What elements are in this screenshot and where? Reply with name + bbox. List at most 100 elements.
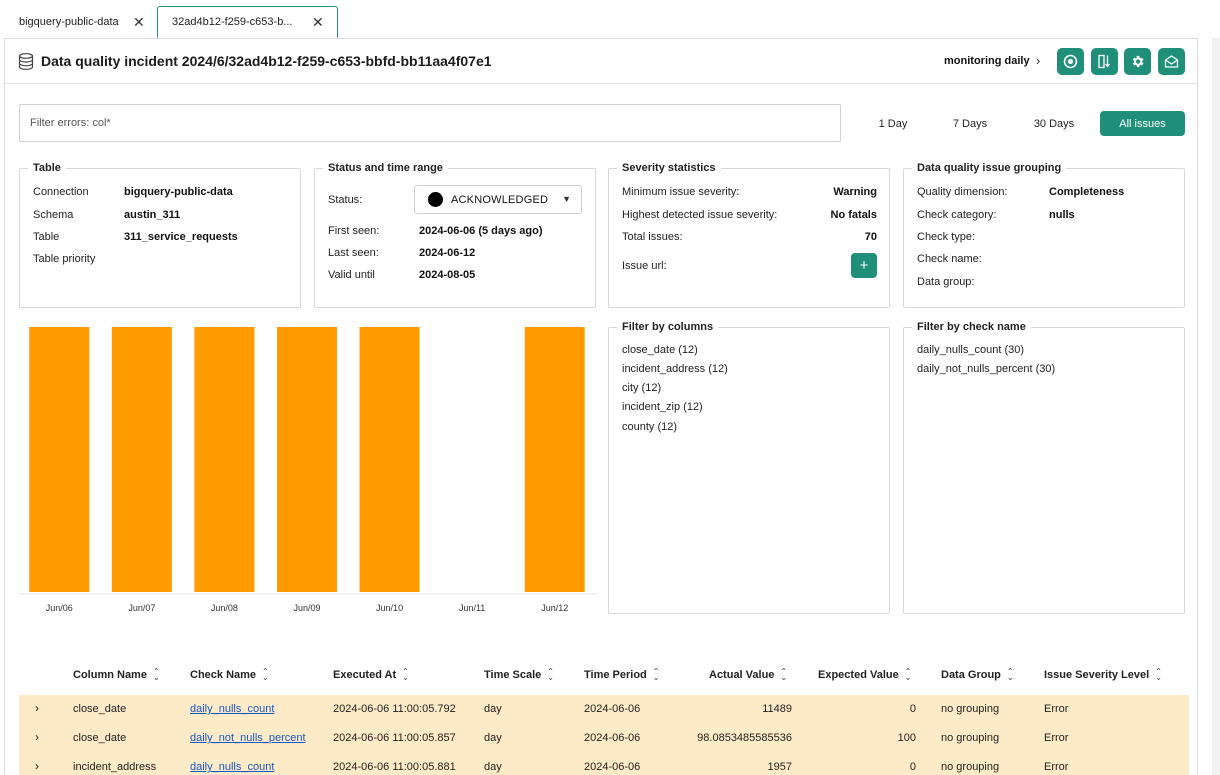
column-header-column-name[interactable]: Column Name ⌃ ⌄ xyxy=(73,667,160,683)
tab-label: bigquery-public-data xyxy=(19,16,119,28)
card-title: Status and time range xyxy=(323,162,448,174)
settings-icon xyxy=(1132,55,1144,68)
column-filter-item[interactable]: incident_zip (12) xyxy=(622,401,703,413)
close-icon[interactable]: ✕ xyxy=(133,14,145,30)
column-header-data-group[interactable]: Data Group ⌃ ⌄ xyxy=(941,667,1014,683)
x-tick-label: Jun/11 xyxy=(459,603,485,613)
expand-chevron-icon[interactable]: › xyxy=(35,730,39,744)
sort-icon[interactable]: ⌃ ⌄ xyxy=(904,667,912,683)
column-header-severity[interactable]: Issue Severity Level ⌃ ⌄ xyxy=(1044,667,1162,683)
column-header-expected-value[interactable]: Expected Value ⌃ ⌄ xyxy=(818,667,912,683)
header-label: Check Name xyxy=(190,669,257,681)
vertical-scrollbar[interactable] xyxy=(1212,38,1220,775)
chevron-down-icon: ▼ xyxy=(562,194,571,204)
sort-icon[interactable]: ⌃ ⌄ xyxy=(1006,667,1014,683)
table-card: Table Connection bigquery-public-data Sc… xyxy=(19,162,301,308)
header-label: Time Scale xyxy=(484,669,542,681)
column-header-executed-at[interactable]: Executed At ⌃ ⌄ xyxy=(333,667,409,683)
x-tick-label: Jun/07 xyxy=(128,603,155,613)
quality-dimension-value: Completeness xyxy=(1049,186,1125,198)
table-row[interactable]: › close_date daily_not_nulls_percent 202… xyxy=(19,724,1189,753)
min-severity-label: Minimum issue severity: xyxy=(622,186,740,198)
column-header-time-scale[interactable]: Time Scale ⌃ ⌄ xyxy=(484,667,554,683)
close-icon[interactable]: ✕ xyxy=(312,14,324,30)
total-issues-label: Total issues: xyxy=(622,231,683,243)
monitoring-daily-link[interactable]: monitoring daily xyxy=(944,55,1030,67)
chevron-right-icon[interactable]: › xyxy=(1036,53,1041,68)
table-row[interactable]: › incident_address daily_nulls_count 202… xyxy=(19,753,1189,775)
sort-icon[interactable]: ⌃ ⌄ xyxy=(1155,667,1162,683)
column-filter-item[interactable]: incident_address (12) xyxy=(622,363,728,375)
status-dropdown[interactable]: ACKNOWLEDGED ▼ xyxy=(414,185,582,214)
grouping-card: Data quality issue grouping Quality dime… xyxy=(903,162,1185,308)
sort-icon[interactable]: ⌃ ⌄ xyxy=(402,667,409,683)
cell-column: close_date xyxy=(73,732,127,744)
range-7-days-button[interactable]: 7 Days xyxy=(952,117,988,130)
page-header: Data quality incident 2024/6/32ad4b12-f2… xyxy=(5,39,1197,84)
cell-group: no grouping xyxy=(941,761,1000,773)
cell-period: 2024-06-06 xyxy=(584,761,641,773)
data-group-label: Data group: xyxy=(917,276,975,288)
expand-chevron-icon[interactable]: › xyxy=(35,701,39,715)
filter-by-columns-card: Filter by columns close_date (12) incide… xyxy=(608,321,890,614)
sort-icon[interactable]: ⌃ ⌄ xyxy=(262,667,269,683)
cell-check-link[interactable]: daily_nulls_count xyxy=(190,703,275,715)
severity-card: Severity statistics Minimum issue severi… xyxy=(608,162,890,308)
highest-severity-label: Highest detected issue severity: xyxy=(622,209,778,221)
check-filter-item[interactable]: daily_nulls_count (30) xyxy=(917,344,1025,356)
filter-errors-input[interactable] xyxy=(19,104,841,142)
quality-dimension-label: Quality dimension: xyxy=(917,186,1008,198)
issues-table-header: Column Name ⌃ ⌄ Check Name ⌃ ⌄ Executed At ⌃ ⌄… xyxy=(19,659,1189,693)
cell-severity: Error xyxy=(1044,732,1069,744)
mail-button[interactable] xyxy=(1158,48,1185,75)
sort-icon[interactable]: ⌃ ⌄ xyxy=(652,667,660,683)
cell-check-link[interactable]: daily_nulls_count xyxy=(190,761,275,773)
column-header-time-period[interactable]: Time Period ⌃ ⌄ xyxy=(584,667,660,683)
database-icon xyxy=(18,53,34,70)
cell-group: no grouping xyxy=(941,703,1000,715)
sort-icon[interactable]: ⌃ ⌄ xyxy=(780,667,788,683)
add-issue-url-button[interactable]: + xyxy=(851,253,877,278)
expand-chevron-icon[interactable]: › xyxy=(35,759,39,773)
chart-bar[interactable] xyxy=(29,327,90,592)
check-category-value: nulls xyxy=(1049,209,1075,221)
sort-icon[interactable]: ⌃ ⌄ xyxy=(152,667,160,683)
valid-until-value: 2024-08-05 xyxy=(419,269,476,281)
status-card: Status and time range Status: ACKNOWLEDG… xyxy=(314,162,596,308)
cell-expected: 0 xyxy=(909,761,916,773)
page-title: Data quality incident 2024/6/32ad4b12-f2… xyxy=(41,53,492,69)
columns-compare-button[interactable] xyxy=(1091,48,1118,75)
column-header-check-name[interactable]: Check Name ⌃ ⌄ xyxy=(190,667,269,683)
check-filter-item[interactable]: daily_not_nulls_percent (30) xyxy=(917,363,1056,375)
columns-compare-icon xyxy=(1098,54,1111,69)
record-button[interactable] xyxy=(1057,48,1084,75)
chart-bar[interactable] xyxy=(524,327,585,592)
cell-scale: day xyxy=(484,703,502,715)
cell-check-link[interactable]: daily_not_nulls_percent xyxy=(190,732,306,744)
x-tick-label: Jun/06 xyxy=(46,603,73,613)
cell-column: close_date xyxy=(73,703,127,715)
header-label: Actual Value xyxy=(709,669,775,681)
header-label: Executed At xyxy=(333,669,397,681)
column-filter-item[interactable]: close_date (12) xyxy=(622,344,698,356)
range-all-issues-button[interactable]: All issues xyxy=(1100,111,1185,136)
tab-incident[interactable]: 32ad4b12-f259-c653-b... ✕ xyxy=(157,6,338,38)
tab-label: 32ad4b12-f259-c653-b... xyxy=(172,16,293,28)
x-tick-label: Jun/09 xyxy=(293,603,320,613)
header-label: Column Name xyxy=(73,669,147,681)
tab-bigquery-public-data[interactable]: bigquery-public-data ✕ xyxy=(8,6,158,38)
chart-bar[interactable] xyxy=(277,327,337,592)
column-filter-item[interactable]: county (12) xyxy=(622,421,678,433)
column-header-actual-value[interactable]: Actual Value ⌃ ⌄ xyxy=(709,667,788,683)
settings-button[interactable] xyxy=(1124,48,1151,75)
chart-bar[interactable] xyxy=(194,327,255,592)
cell-executed: 2024-06-06 11:00:05.857 xyxy=(333,732,456,744)
chart-bar[interactable] xyxy=(111,327,172,592)
range-1-day-button[interactable]: 1 Day xyxy=(878,117,908,130)
sort-icon[interactable]: ⌃ ⌄ xyxy=(547,667,554,683)
chart-bar[interactable] xyxy=(359,327,420,592)
table-row[interactable]: › close_date daily_nulls_count 2024-06-0… xyxy=(19,695,1189,724)
column-filter-item[interactable]: city (12) xyxy=(622,382,662,394)
range-30-days-button[interactable]: 30 Days xyxy=(1033,117,1075,130)
connection-value: bigquery-public-data xyxy=(124,186,233,198)
